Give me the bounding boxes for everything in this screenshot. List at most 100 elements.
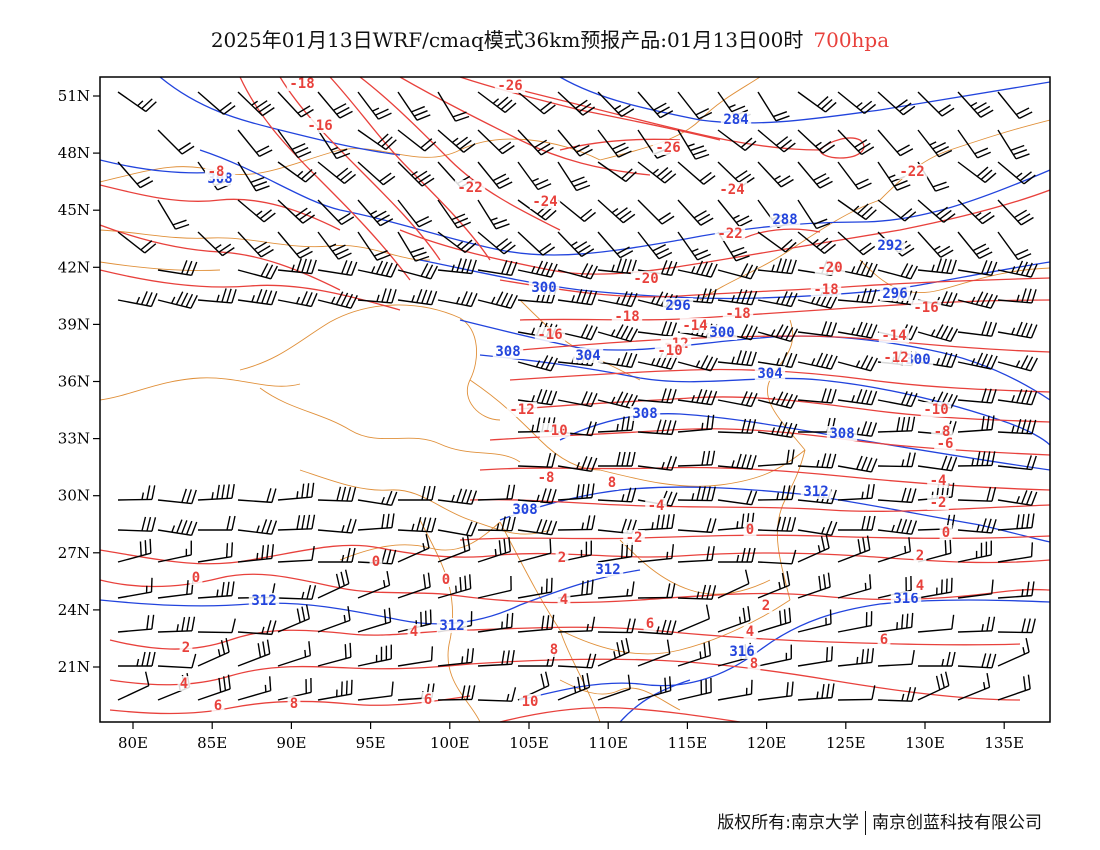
wind-barb: [437, 291, 478, 308]
wind-barb: [237, 519, 278, 535]
wind-barb: [517, 614, 555, 633]
wind-barb: [957, 260, 998, 277]
wind-barb: [877, 199, 917, 222]
wind-barb: [757, 485, 796, 501]
wind-barb: [637, 544, 675, 563]
wind-barb: [677, 518, 717, 534]
wind-barb: [117, 577, 153, 599]
wind-barb: [517, 577, 553, 599]
wind-barb: [477, 291, 518, 309]
contour-label: -6: [937, 436, 954, 452]
contour-label: 4: [410, 624, 418, 640]
wind-barb: [557, 231, 595, 258]
contour-label: -22: [717, 226, 742, 242]
wind-barb: [117, 291, 158, 308]
wind-barb: [437, 199, 471, 229]
wind-barb: [277, 91, 314, 118]
wind-barb: [677, 288, 717, 304]
wind-barb: [237, 161, 270, 192]
wind-barb: [277, 231, 313, 259]
wind-barb: [118, 651, 156, 667]
wind-barb: [237, 263, 278, 280]
wind-barb: [477, 649, 515, 667]
wind-barb: [157, 260, 198, 277]
wind-barb: [557, 483, 595, 501]
wind-barb: [237, 91, 275, 117]
wind-barb: [957, 388, 997, 404]
wind-barb: [317, 260, 358, 277]
latitude-tick-label: 36N: [58, 373, 90, 391]
contour-label: 284: [723, 112, 748, 128]
wind-barb: [677, 355, 718, 372]
wind-barb: [117, 671, 150, 701]
wind-barb: [957, 321, 998, 337]
wind-barb: [957, 352, 998, 370]
wind-barb: [877, 452, 916, 468]
wind-barb: [757, 516, 797, 532]
wind-barb: [477, 231, 516, 255]
contour-label: 8: [750, 656, 758, 672]
contour-label: 0: [192, 570, 200, 586]
wind-barb: [837, 685, 876, 701]
contour-label: 6: [214, 698, 222, 714]
wind-barb: [997, 288, 1037, 304]
wind-barb: [877, 129, 914, 157]
wind-barb: [237, 544, 275, 563]
wind-barb: [397, 161, 435, 187]
wind-barb: [757, 449, 795, 467]
wind-barb: [717, 129, 757, 152]
wind-barb: [837, 535, 871, 563]
wind-barb: [477, 129, 515, 155]
wind-barb: [917, 577, 953, 599]
contour-label: -10: [923, 402, 948, 418]
contour-label: -22: [899, 164, 924, 180]
contour-label: -18: [289, 76, 314, 92]
wind-barb: [517, 91, 556, 115]
contour-label: 4: [746, 624, 754, 640]
longitude-tick-label: 135E: [984, 734, 1024, 752]
contour-label: -16: [913, 300, 938, 316]
wind-barb: [117, 485, 156, 501]
wind-barb: [197, 638, 230, 667]
wind-barb: [837, 421, 878, 437]
wind-barb: [717, 453, 757, 470]
wind-barb: [677, 678, 712, 701]
contour-label: 296: [882, 286, 907, 302]
wind-barb: [917, 91, 955, 117]
wind-barb: [997, 129, 1030, 160]
wind-barb: [637, 455, 678, 471]
wind-barb: [997, 674, 1031, 701]
wind-barb: [917, 258, 957, 275]
contour-label: 6: [880, 632, 888, 648]
wind-barb: [477, 91, 517, 114]
wind-barb: [717, 199, 753, 228]
wind-barb: [717, 263, 758, 280]
wind-barb: [957, 451, 996, 467]
wind-barb: [397, 91, 431, 121]
longitude-tick-label: 100E: [430, 734, 470, 752]
wind-barb: [637, 91, 674, 119]
wind-barb: [757, 607, 792, 633]
contour-label: 8: [550, 642, 558, 658]
contour-label: 0: [442, 572, 450, 588]
wind-barb: [957, 199, 995, 225]
wind-barb: [877, 487, 917, 504]
contour-label: 4: [560, 592, 568, 608]
chart-title: 2025年01月13日WRF/cmaq模式36km预报产品:01月13日00时 7…: [0, 24, 1100, 53]
latitude-tick-label: 24N: [58, 601, 90, 619]
wind-barb: [797, 161, 833, 189]
wind-barbs: [117, 91, 1038, 702]
wind-barb: [637, 583, 676, 599]
wind-barb: [997, 618, 1036, 634]
wind-barb: [277, 291, 318, 308]
wind-barb: [397, 534, 430, 563]
wind-barb: [757, 324, 799, 343]
wind-barb: [677, 199, 714, 226]
wind-barb: [157, 129, 195, 155]
wind-barb: [997, 260, 1038, 278]
wind-barb: [237, 676, 272, 701]
wind-barb: [197, 483, 235, 501]
contour-label: 292: [877, 238, 902, 254]
wind-barb: [957, 540, 992, 563]
contour-label: 308: [512, 502, 537, 518]
